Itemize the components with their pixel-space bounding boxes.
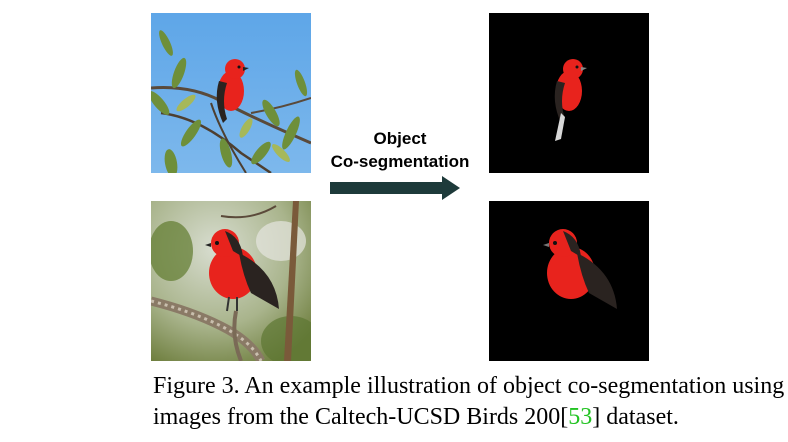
right-arrow-icon xyxy=(330,176,460,200)
input-image-bird-branch xyxy=(151,201,311,361)
caption-line-2: images from the Caltech-UCSD Birds 200[5… xyxy=(153,402,679,433)
segmented-bird-sky xyxy=(489,13,649,173)
caption-line-2-text: images from the Caltech-UCSD Birds 200[ xyxy=(153,404,569,430)
process-label-cosegmentation: Co-segmentation xyxy=(330,152,470,171)
segmented-output-bird-branch xyxy=(489,201,649,361)
segmented-bird-branch xyxy=(489,201,649,361)
figure-caption: Figure 3. An example illustration of obj… xyxy=(153,371,785,433)
caption-line-2-end: ] dataset. xyxy=(592,404,679,430)
caption-line-1: Figure 3. An example illustration of obj… xyxy=(153,373,785,399)
bird-sky-photo xyxy=(151,13,311,173)
input-image-bird-sky xyxy=(151,13,311,173)
citation-link[interactable]: 53 xyxy=(568,404,593,430)
bird-branch-photo xyxy=(151,201,311,361)
process-label-object: Object xyxy=(373,129,427,148)
segmented-output-bird-sky xyxy=(489,13,649,173)
